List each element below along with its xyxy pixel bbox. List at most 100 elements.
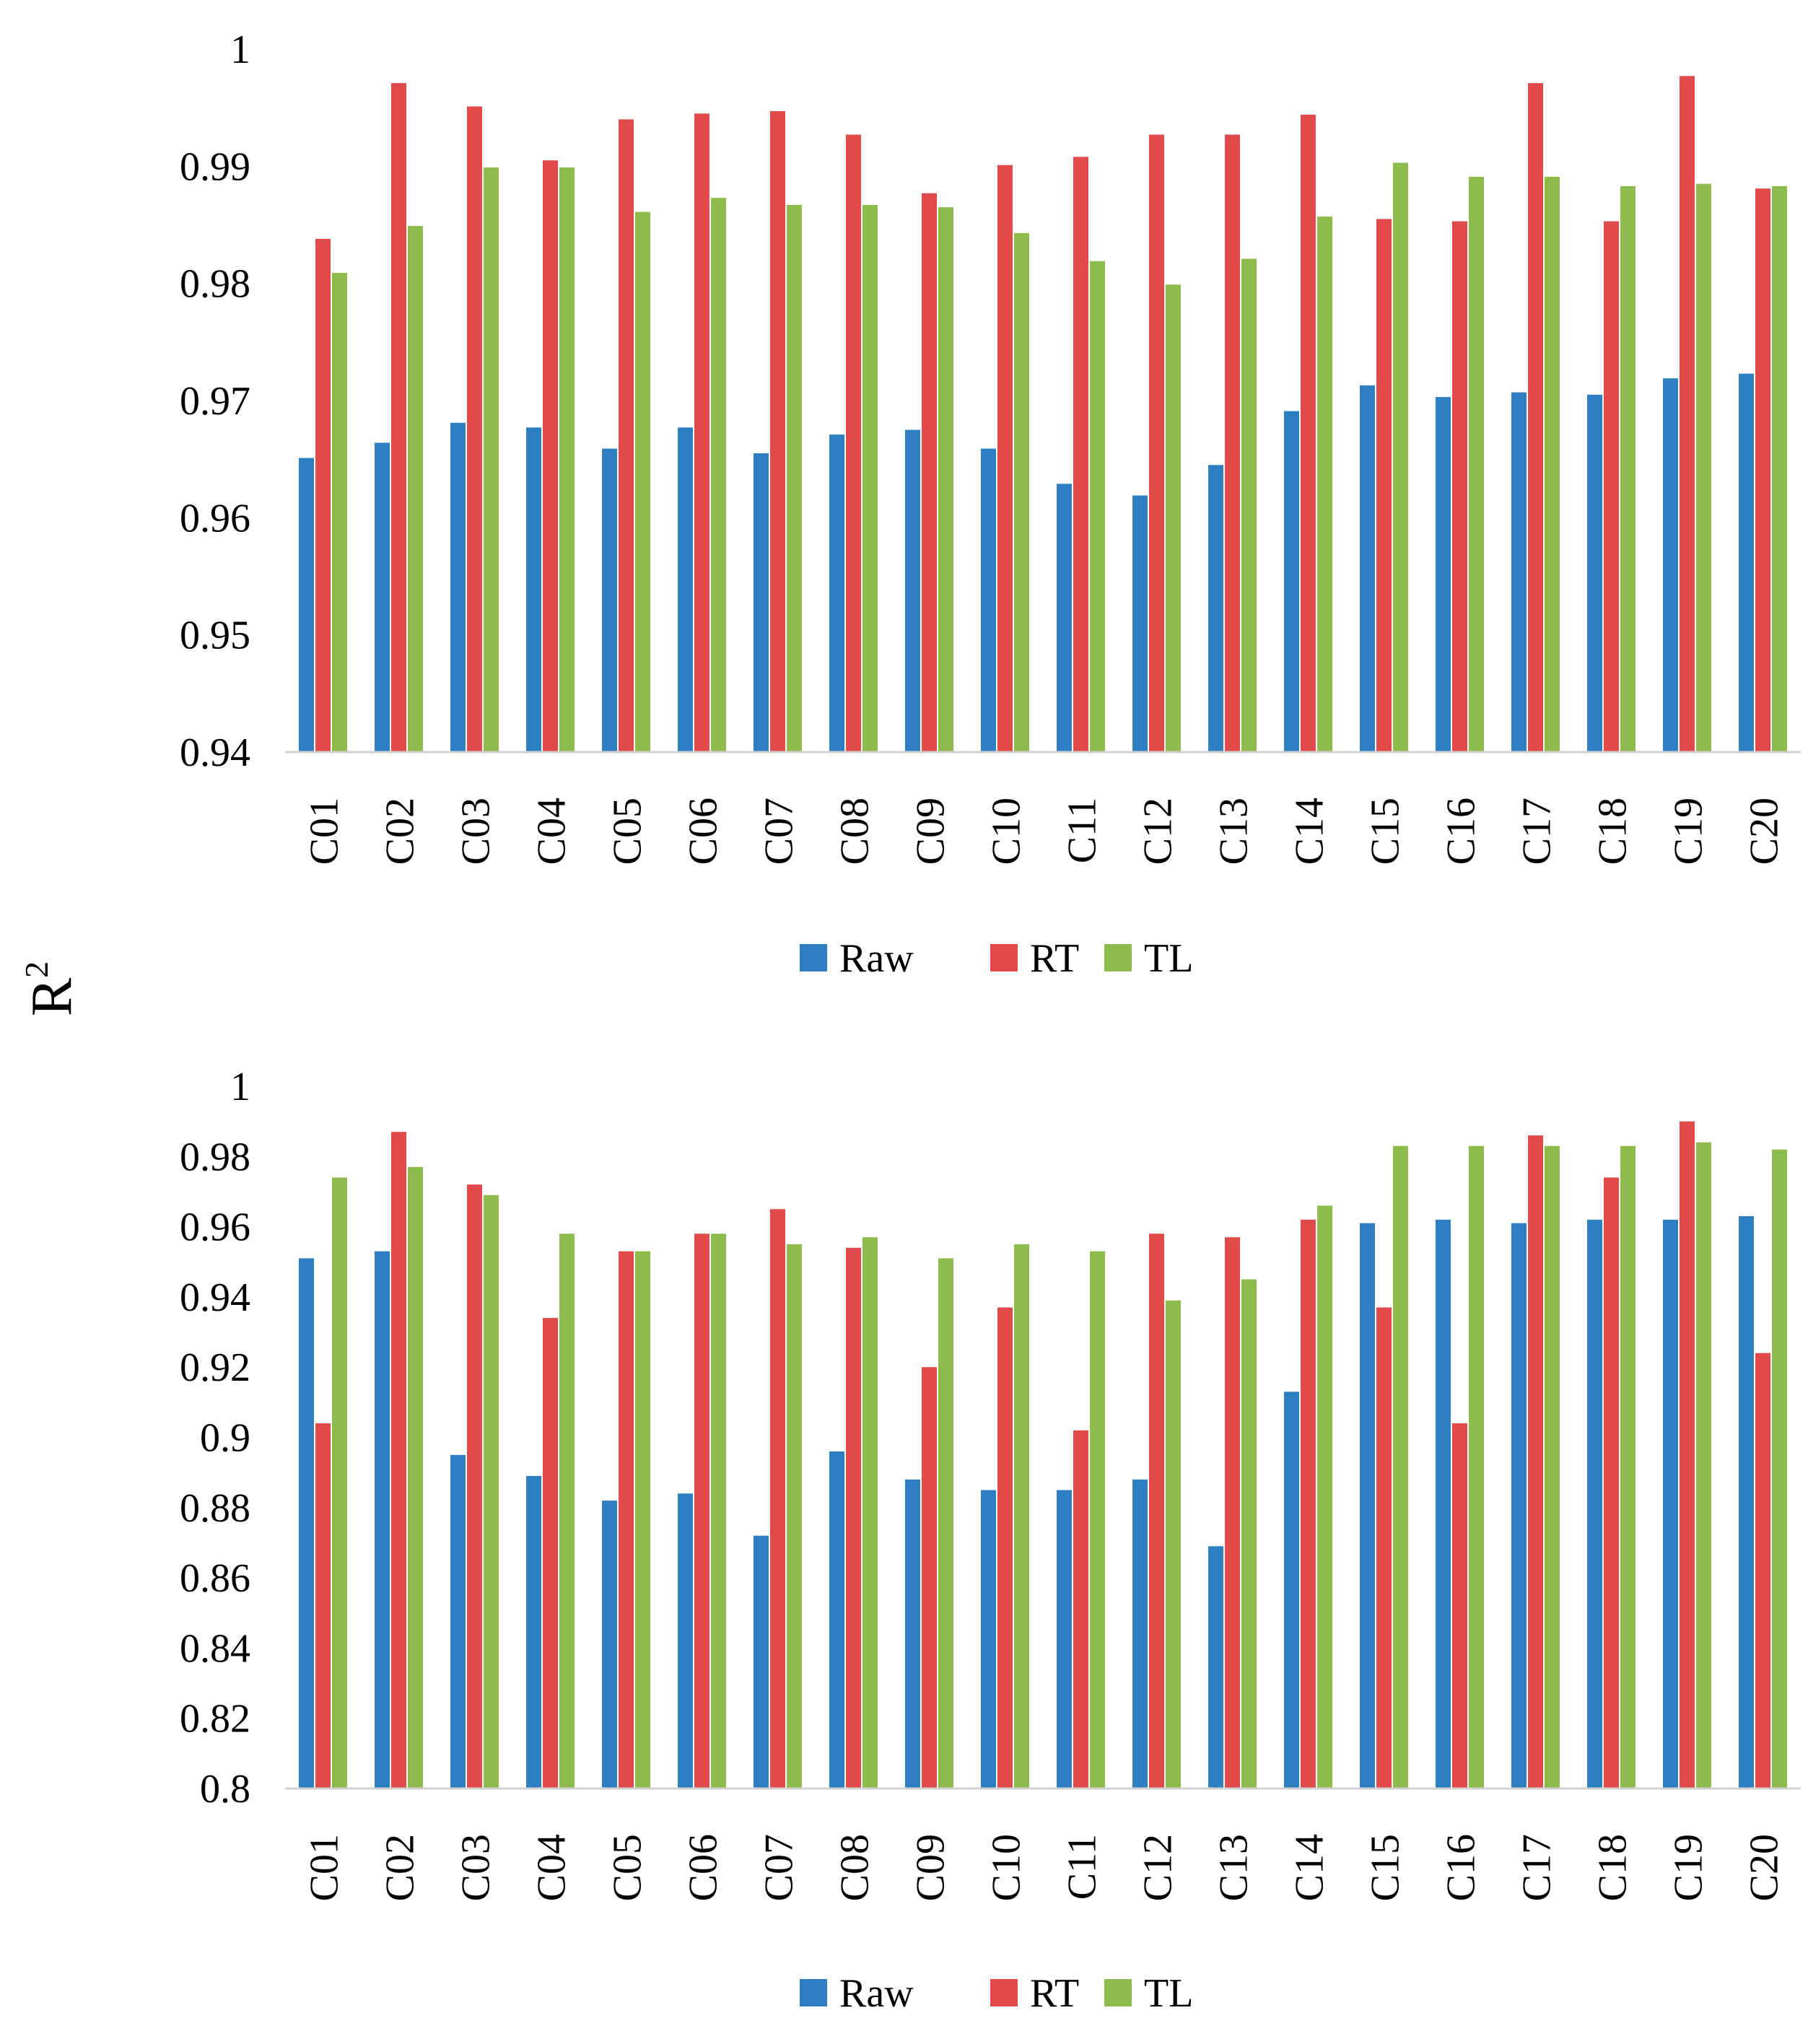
chart-top: 0.94 0.95 0.96 0.97 0.98 0.99 1 C01 C02 C03 C04 C05… <box>180 27 1801 981</box>
bar-raw-c18 <box>1587 1219 1602 1788</box>
bar-raw-c04 <box>526 1476 541 1788</box>
bar-tl-c20 <box>1772 1149 1787 1788</box>
bar-raw-c06 <box>678 427 693 752</box>
y-tick-label: 0.88 <box>180 1486 250 1531</box>
x-tick-label: C09 <box>909 1834 953 1901</box>
bar-tl-c08 <box>862 204 878 752</box>
bar-tl-c04 <box>559 167 575 752</box>
bar-rt-c07 <box>770 1209 785 1788</box>
bar-rt-c05 <box>619 1251 634 1788</box>
bar-raw-c01 <box>299 1258 314 1788</box>
x-tick-label: C16 <box>1439 1834 1484 1901</box>
x-tick-label: C20 <box>1742 1834 1787 1901</box>
x-tick-label: C11 <box>1060 798 1105 863</box>
bar-rt-c09 <box>922 1367 937 1788</box>
x-tick-label: C09 <box>909 798 953 865</box>
x-tick-label: C02 <box>378 1834 423 1901</box>
bar-tl-c02 <box>408 226 423 753</box>
y-tick-label: 0.99 <box>180 144 250 189</box>
x-tick-label: C11 <box>1060 1834 1105 1900</box>
x-tick-label: C01 <box>302 1834 347 1901</box>
bar-tl-c09 <box>938 1258 953 1788</box>
bar-raw-c17 <box>1511 1223 1527 1788</box>
bar-raw-c20 <box>1739 373 1754 752</box>
bar-raw-c02 <box>375 1251 390 1788</box>
bar-tl-c18 <box>1620 1145 1636 1788</box>
bar-raw-c09 <box>905 1479 920 1788</box>
bar-raw-c06 <box>678 1493 693 1788</box>
legend-swatch-tl <box>1104 944 1132 971</box>
bar-rt-c02 <box>391 1132 406 1788</box>
bar-tl-c02 <box>408 1166 423 1788</box>
bar-raw-c15 <box>1360 385 1375 752</box>
bar-rt-c01 <box>315 1423 331 1788</box>
bar-rt-c12 <box>1149 134 1164 752</box>
bar-rt-c10 <box>997 165 1013 752</box>
x-tick-label: C17 <box>1515 798 1560 865</box>
bar-rt-c13 <box>1225 134 1240 752</box>
x-tick-label: C19 <box>1667 1834 1711 1901</box>
bar-raw-c04 <box>526 427 541 752</box>
bar-raw-c01 <box>299 458 314 752</box>
x-tick-label: C13 <box>1212 798 1257 865</box>
bar-rt-c09 <box>922 193 937 752</box>
bar-rt-c06 <box>694 113 709 753</box>
x-tick-label: C20 <box>1742 798 1787 865</box>
bar-rt-c04 <box>543 1318 558 1788</box>
bar-rt-c13 <box>1225 1237 1240 1788</box>
y-tick-label: 1 <box>230 27 250 72</box>
y-axis-label-base: R <box>20 977 84 1016</box>
x-tick-label: C19 <box>1667 798 1711 865</box>
bar-tl-c07 <box>787 1244 802 1788</box>
y-tick-label: 0.8 <box>200 1767 250 1812</box>
bar-raw-c08 <box>829 1451 844 1788</box>
x-tick-label: C02 <box>378 798 423 865</box>
bar-raw-c17 <box>1511 392 1527 752</box>
bar-tl-c16 <box>1469 1145 1484 1788</box>
bar-tl-c11 <box>1090 261 1105 752</box>
bar-rt-c20 <box>1755 188 1770 752</box>
x-tick-label: C07 <box>757 1834 802 1901</box>
bar-tl-c06 <box>711 198 726 752</box>
bar-raw-c13 <box>1208 1546 1223 1788</box>
bar-tl-c01 <box>332 273 347 753</box>
y-tick-label: 0.95 <box>180 613 250 658</box>
bar-tl-c10 <box>1014 1244 1029 1788</box>
x-tick-label: C10 <box>984 798 1029 865</box>
legend-label-tl: TL <box>1144 1971 1193 2016</box>
bar-rt-c10 <box>997 1307 1013 1788</box>
bar-raw-c12 <box>1132 495 1148 752</box>
bar-rt-c17 <box>1528 1135 1543 1788</box>
x-tick-label: C08 <box>833 1834 878 1901</box>
bar-raw-c19 <box>1663 1219 1678 1788</box>
bar-raw-c14 <box>1284 411 1299 752</box>
legend-swatch-raw <box>800 944 827 971</box>
legend-swatch-raw <box>800 1979 827 2006</box>
y-axis-label: R2 <box>18 961 84 1016</box>
bar-raw-c03 <box>450 422 466 752</box>
legend-label-tl: TL <box>1144 936 1193 981</box>
y-tick-label: 0.92 <box>180 1345 250 1390</box>
bar-tl-c11 <box>1090 1251 1105 1788</box>
y-tick-label: 0.86 <box>180 1556 250 1601</box>
bar-rt-c11 <box>1073 1430 1088 1788</box>
bar-tl-c17 <box>1545 176 1560 752</box>
y-tick-label: 0.9 <box>200 1416 250 1461</box>
x-tick-label: C17 <box>1515 1834 1560 1901</box>
bar-tl-c17 <box>1545 1145 1560 1788</box>
bar-raw-c16 <box>1436 397 1451 752</box>
y-tick-label: 0.94 <box>180 1275 250 1320</box>
bar-tl-c10 <box>1014 232 1029 752</box>
bar-rt-c02 <box>391 83 406 753</box>
x-tick-label: C12 <box>1136 1834 1181 1901</box>
bar-tl-c03 <box>484 167 499 752</box>
x-tick-label: C03 <box>454 798 499 865</box>
bar-rt-c08 <box>846 1247 861 1788</box>
x-tick-label: C05 <box>606 798 650 865</box>
bar-tl-c16 <box>1469 176 1484 752</box>
bar-rt-c19 <box>1680 76 1695 753</box>
bar-rt-c16 <box>1452 1423 1467 1788</box>
x-tick-label: C10 <box>984 1834 1029 1901</box>
legend-swatch-rt <box>990 944 1018 971</box>
